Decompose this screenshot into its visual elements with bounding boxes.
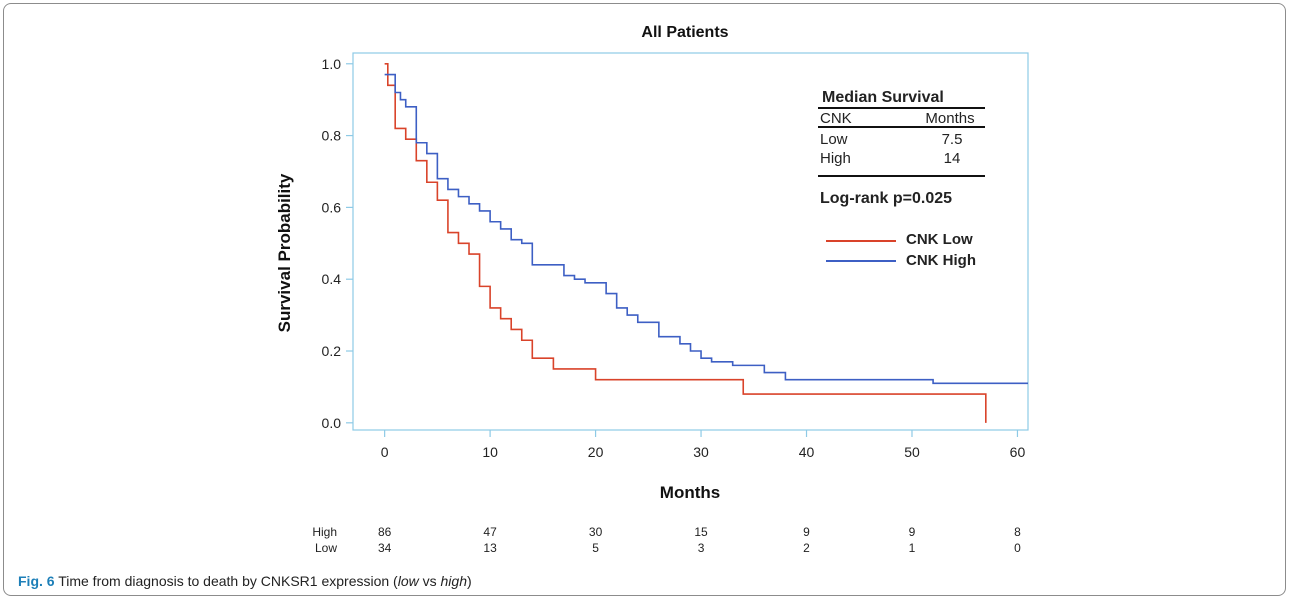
at-risk-value-high: 15 xyxy=(694,525,708,539)
median-survival-table: Median Survival CNK Months Low 7.5 High … xyxy=(818,89,985,207)
x-axis: 0 10 20 30 40 50 60 xyxy=(381,430,1026,460)
median-table-title: Median Survival xyxy=(822,89,944,106)
logrank-text: Log-rank p=0.025 xyxy=(820,190,952,207)
caption-low: low xyxy=(397,573,419,589)
caption-text-after: ) xyxy=(466,573,472,589)
caption-vs: vs xyxy=(418,573,441,589)
at-risk-value-low: 5 xyxy=(592,541,599,555)
median-table-row-high-value: 14 xyxy=(944,150,961,167)
legend-label-low: CNK Low xyxy=(906,231,973,248)
at-risk-value-low: 13 xyxy=(483,541,497,555)
series-line-cnk-high xyxy=(384,73,1028,385)
at-risk-value-high: 8 xyxy=(1014,525,1021,539)
at-risk-label-high: High xyxy=(312,525,337,539)
legend-label-high: CNK High xyxy=(906,252,976,269)
x-tick-label: 30 xyxy=(693,444,709,460)
x-axis-label: Months xyxy=(660,483,720,502)
y-tick-label: 0.2 xyxy=(322,343,342,359)
median-table-header-months: Months xyxy=(925,110,974,127)
x-tick-label: 0 xyxy=(381,444,389,460)
at-risk-value-low: 0 xyxy=(1014,541,1021,555)
y-tick-label: 0.4 xyxy=(322,271,342,287)
at-risk-value-low: 3 xyxy=(698,541,705,555)
caption-label: Fig. 6 xyxy=(18,573,55,589)
y-tick-label: 0.6 xyxy=(322,199,342,215)
plot-area xyxy=(352,52,1029,431)
x-tick-label: 20 xyxy=(588,444,604,460)
at-risk-value-low: 34 xyxy=(378,541,392,555)
at-risk-value-high: 9 xyxy=(909,525,916,539)
y-tick-label: 1.0 xyxy=(322,56,342,72)
median-table-header-cnk: CNK xyxy=(820,110,852,127)
caption-text-before: Time from diagnosis to death by CNKSR1 e… xyxy=(54,573,398,589)
figure-caption: Fig. 6 Time from diagnosis to death by C… xyxy=(18,573,472,589)
at-risk-table: High Low 86 47 30 15 9 9 8 34 13 5 3 2 1 0 xyxy=(312,525,1021,555)
caption-high: high xyxy=(440,573,467,589)
median-table-row-high-label: High xyxy=(820,150,851,167)
chart-title: All Patients xyxy=(641,24,728,41)
x-tick-label: 60 xyxy=(1010,444,1026,460)
at-risk-label-low: Low xyxy=(315,541,337,555)
at-risk-value-high: 9 xyxy=(803,525,810,539)
x-tick-label: 40 xyxy=(799,444,815,460)
y-tick-label: 0.8 xyxy=(322,128,342,144)
x-tick-label: 50 xyxy=(904,444,920,460)
series-line-cnk-low xyxy=(384,62,987,423)
at-risk-value-high: 47 xyxy=(483,525,497,539)
median-table-row-low-value: 7.5 xyxy=(942,131,963,148)
at-risk-value-low: 1 xyxy=(909,541,916,555)
series-group xyxy=(384,62,1028,423)
y-axis-label: Survival Probability xyxy=(275,173,294,332)
x-tick-label: 10 xyxy=(482,444,498,460)
at-risk-value-high: 30 xyxy=(589,525,603,539)
at-risk-value-low: 2 xyxy=(803,541,810,555)
median-table-row-low-label: Low xyxy=(820,131,848,148)
y-tick-label: 0.0 xyxy=(322,415,342,431)
legend: CNK Low CNK High xyxy=(826,231,976,269)
y-axis: 0.0 0.2 0.4 0.6 0.8 1.0 xyxy=(322,56,353,431)
figure-frame xyxy=(3,3,1286,596)
at-risk-value-high: 86 xyxy=(378,525,392,539)
